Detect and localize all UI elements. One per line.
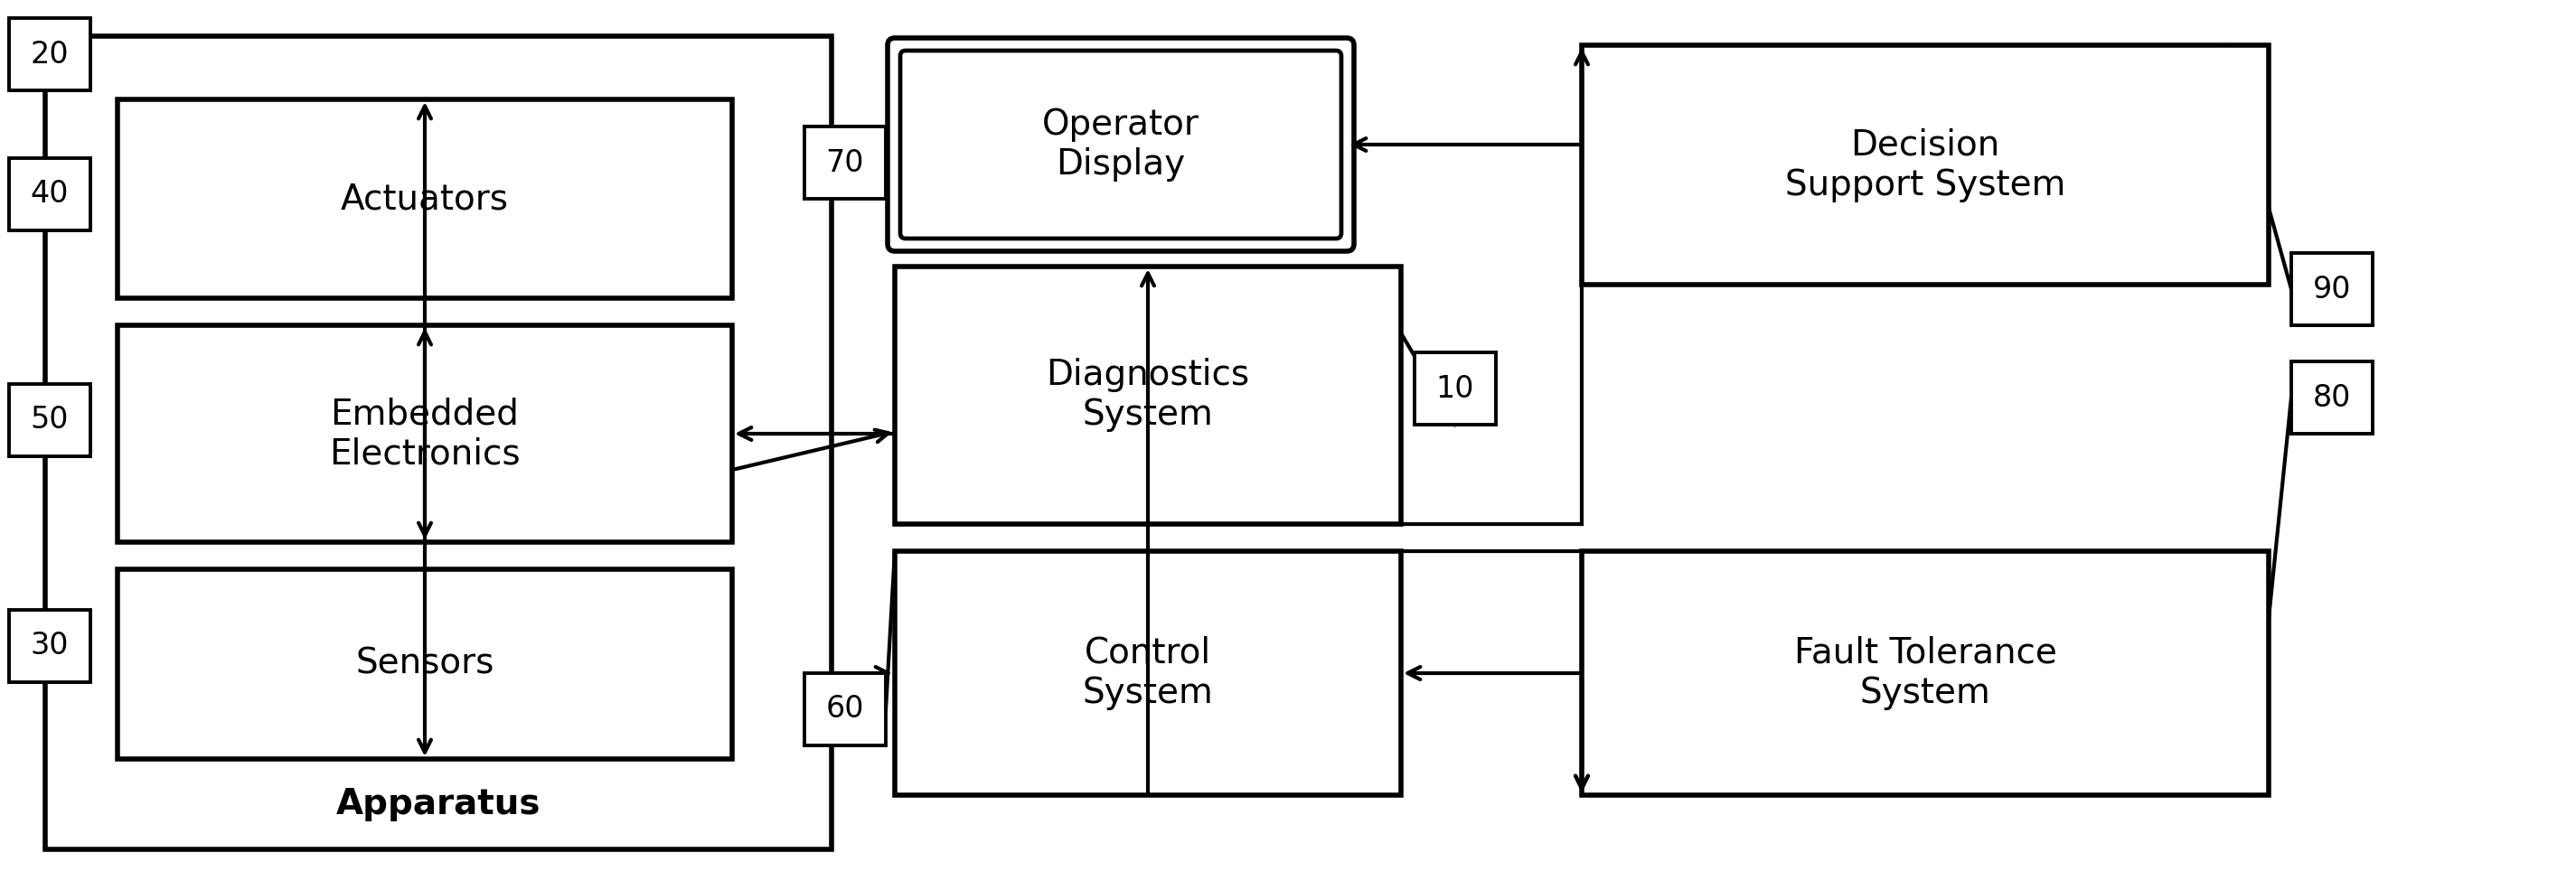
Bar (118, 325, 732, 542)
Text: Embedded
Electronics: Embedded Electronics (330, 397, 520, 471)
Text: 10: 10 (1435, 374, 1473, 403)
Text: Actuators: Actuators (340, 182, 510, 216)
Text: 40: 40 (31, 180, 70, 209)
Bar (10, 384, 90, 457)
Bar (2290, 253, 2372, 325)
Text: Decision
Support System: Decision Support System (1785, 128, 2066, 202)
Text: Fault Tolerance
System: Fault Tolerance System (1793, 636, 2056, 710)
Bar (118, 100, 732, 298)
Bar (10, 610, 90, 682)
FancyBboxPatch shape (889, 38, 1355, 251)
Bar (10, 158, 90, 231)
Text: 30: 30 (31, 631, 70, 661)
Bar (894, 266, 1401, 524)
Bar (1582, 45, 2269, 285)
FancyBboxPatch shape (899, 51, 1342, 239)
Bar (118, 570, 732, 759)
Text: Control
System: Control System (1082, 636, 1213, 710)
Text: Sensors: Sensors (355, 647, 495, 681)
Text: Diagnostics
System: Diagnostics System (1046, 359, 1249, 433)
Text: 50: 50 (31, 405, 70, 435)
Text: Apparatus: Apparatus (335, 787, 541, 821)
Text: 70: 70 (827, 148, 866, 177)
Text: 90: 90 (2313, 274, 2352, 304)
Bar (804, 673, 886, 746)
Bar (1414, 352, 1497, 425)
Bar (46, 36, 832, 849)
Text: 80: 80 (2313, 383, 2352, 412)
Text: 20: 20 (31, 39, 70, 69)
Bar (10, 18, 90, 91)
Bar (804, 126, 886, 198)
Text: Operator
Display: Operator Display (1043, 108, 1200, 182)
Text: 60: 60 (827, 694, 866, 724)
Bar (2290, 361, 2372, 433)
Bar (894, 551, 1401, 795)
Bar (1582, 551, 2269, 795)
